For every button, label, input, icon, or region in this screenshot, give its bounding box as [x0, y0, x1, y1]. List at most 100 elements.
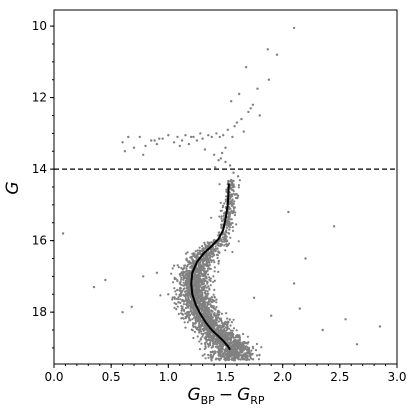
star-point: [207, 343, 210, 346]
star-point: [223, 202, 226, 205]
star-point: [212, 353, 215, 356]
star-point: [144, 144, 147, 148]
star-point: [210, 216, 213, 219]
star-point: [172, 281, 175, 284]
star-point: [227, 181, 230, 184]
star-point: [198, 322, 201, 325]
star-point: [201, 333, 205, 336]
star-point: [180, 272, 184, 275]
star-point: [198, 246, 201, 249]
star-point: [202, 262, 205, 265]
star-point: [230, 200, 233, 203]
star-point: [211, 300, 214, 303]
star-point: [187, 310, 190, 314]
star-point: [230, 209, 233, 213]
star-point: [226, 219, 229, 222]
star-point: [235, 121, 239, 124]
star-point: [210, 335, 213, 338]
star-point: [179, 298, 182, 301]
star-point: [198, 270, 201, 274]
star-point: [216, 244, 219, 247]
star-point: [213, 319, 216, 322]
star-point: [230, 335, 233, 338]
star-point: [204, 289, 207, 292]
star-point: [184, 296, 187, 299]
star-point: [211, 350, 214, 353]
star-point: [190, 309, 193, 313]
star-point: [217, 260, 220, 263]
star-point: [292, 282, 296, 285]
star-point: [142, 153, 145, 156]
star-point: [210, 359, 213, 362]
star-point: [212, 322, 215, 325]
star-point: [213, 261, 216, 264]
star-point: [229, 212, 232, 215]
star-point: [241, 356, 244, 359]
star-point: [177, 312, 180, 315]
star-point: [251, 345, 254, 348]
star-point: [224, 249, 227, 252]
star-point: [257, 358, 261, 361]
star-point: [210, 135, 213, 139]
star-point: [202, 301, 205, 305]
star-point: [188, 291, 191, 294]
star-point: [180, 278, 183, 281]
star-point: [175, 308, 178, 311]
plot-frame: [53, 9, 398, 365]
star-point: [180, 312, 183, 315]
star-point: [217, 324, 220, 327]
y-tick-label: 18: [32, 305, 47, 319]
star-point: [175, 303, 178, 306]
star-point: [180, 283, 183, 286]
star-point: [234, 339, 237, 342]
star-point: [201, 354, 204, 357]
star-point: [236, 175, 240, 178]
star-point: [215, 321, 218, 324]
star-point: [186, 311, 189, 314]
star-point: [232, 209, 235, 212]
star-point: [130, 305, 133, 308]
star-point: [193, 330, 197, 333]
star-point: [185, 267, 188, 270]
star-point: [249, 107, 252, 110]
star-point: [214, 345, 217, 348]
star-point: [216, 313, 219, 316]
star-point: [239, 358, 242, 361]
star-point: [205, 286, 208, 289]
star-point: [215, 328, 218, 331]
star-point: [232, 343, 235, 346]
star-point: [244, 345, 248, 348]
star-point: [196, 275, 199, 278]
star-point: [192, 282, 195, 285]
star-point: [224, 160, 227, 164]
star-point: [209, 256, 212, 259]
star-point: [227, 231, 230, 235]
star-point: [213, 314, 216, 317]
star-point: [175, 293, 178, 296]
star-point: [214, 324, 217, 327]
star-point: [182, 284, 185, 287]
star-point: [192, 306, 195, 309]
star-point: [215, 132, 218, 135]
star-point: [208, 315, 212, 318]
star-point: [287, 210, 290, 214]
star-point: [174, 290, 177, 293]
star-point: [249, 357, 252, 360]
star-point: [179, 286, 182, 289]
star-point: [219, 357, 223, 360]
star-point: [201, 274, 204, 277]
star-point: [196, 312, 199, 315]
star-point: [233, 200, 236, 203]
star-point: [217, 331, 221, 334]
star-point: [189, 296, 192, 299]
star-point: [185, 252, 188, 255]
star-point: [234, 357, 237, 360]
star-point: [215, 338, 218, 341]
star-point: [237, 194, 240, 197]
star-point: [230, 218, 233, 221]
star-point: [231, 185, 235, 189]
star-point: [255, 342, 258, 346]
star-point: [205, 315, 208, 318]
star-point: [211, 319, 215, 322]
star-point: [203, 325, 206, 328]
